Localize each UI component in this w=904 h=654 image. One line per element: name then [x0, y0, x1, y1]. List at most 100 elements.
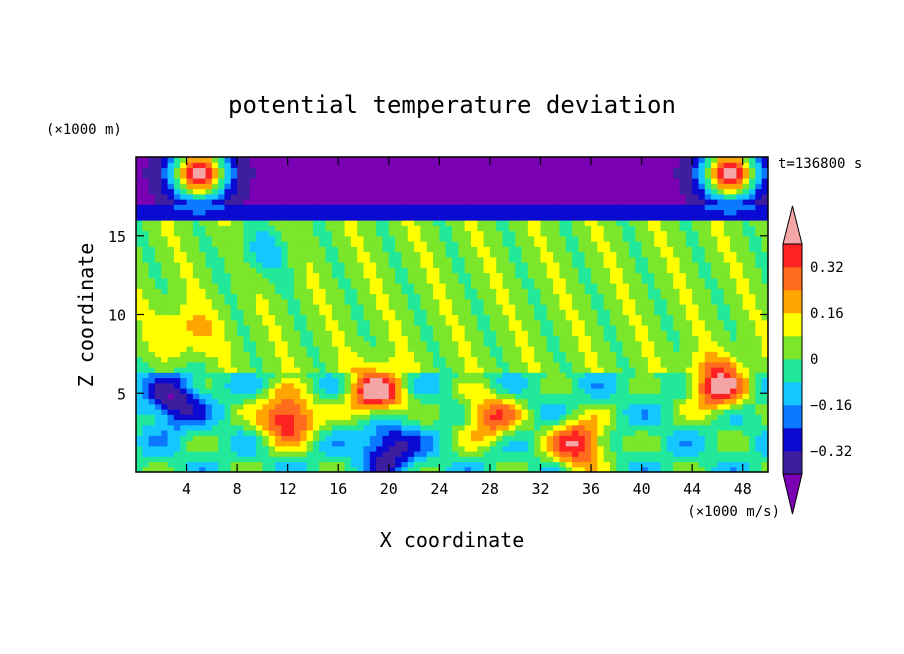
heatmap-cell — [508, 356, 516, 363]
heatmap-cell — [319, 246, 327, 253]
heatmap-cell — [230, 309, 238, 316]
heatmap-cell — [502, 419, 510, 426]
heatmap-cell — [294, 351, 301, 358]
heatmap-cell — [136, 262, 143, 268]
heatmap-cell — [262, 461, 270, 468]
heatmap-cell — [534, 466, 542, 472]
heatmap-cell — [363, 330, 371, 337]
heatmap-cell — [136, 382, 143, 389]
heatmap-cell — [180, 409, 188, 415]
heatmap-cell — [540, 430, 548, 436]
heatmap-cell — [357, 256, 365, 263]
heatmap-cell — [136, 346, 143, 352]
heatmap-cell — [256, 382, 263, 389]
heatmap-cell — [357, 288, 365, 295]
heatmap-cell — [546, 204, 554, 211]
heatmap-cell — [616, 225, 624, 232]
heatmap-cell — [502, 157, 510, 163]
heatmap-cell — [603, 256, 611, 263]
heatmap-cell — [154, 414, 162, 421]
heatmap-cell — [237, 445, 245, 452]
heatmap-cell — [230, 356, 238, 363]
heatmap-cell — [395, 356, 403, 363]
heatmap-cell — [268, 157, 276, 163]
heatmap-cell — [452, 424, 459, 431]
heatmap-cell — [647, 398, 655, 405]
heatmap-cell — [167, 178, 175, 184]
heatmap-cell — [433, 188, 440, 195]
heatmap-cell — [635, 246, 643, 253]
heatmap-cell — [464, 435, 472, 442]
heatmap-cell — [597, 267, 605, 274]
heatmap-cell — [382, 466, 390, 472]
heatmap-cell — [521, 262, 529, 268]
heatmap-cell — [268, 304, 276, 310]
heatmap-cell — [338, 377, 346, 384]
heatmap-cell — [597, 167, 605, 174]
heatmap-cell — [407, 272, 415, 279]
heatmap-cell — [483, 325, 491, 331]
heatmap-cell — [470, 172, 478, 179]
heatmap-cell — [312, 157, 320, 163]
heatmap-cell — [483, 382, 491, 389]
heatmap-cell — [186, 382, 194, 389]
heatmap-cell — [382, 451, 390, 457]
heatmap-cell — [641, 435, 649, 442]
heatmap-cell — [325, 220, 333, 226]
heatmap-cell — [363, 393, 371, 400]
heatmap-cell — [294, 267, 301, 274]
heatmap-cell — [508, 199, 516, 205]
heatmap-cell — [502, 172, 510, 179]
heatmap-cell — [306, 309, 314, 316]
heatmap-cell — [211, 225, 219, 232]
heatmap-cell — [256, 445, 263, 452]
heatmap-cell — [553, 372, 561, 379]
heatmap-cell — [647, 283, 655, 289]
heatmap-cell — [420, 388, 428, 394]
heatmap-cell — [546, 398, 554, 405]
heatmap-cell — [395, 382, 403, 389]
heatmap-cell — [376, 298, 384, 305]
heatmap-cell — [338, 288, 346, 295]
heatmap-cell — [647, 183, 655, 190]
heatmap-cell — [407, 351, 415, 358]
heatmap-cell — [527, 220, 535, 226]
heatmap-cell — [559, 325, 567, 331]
heatmap-cell — [205, 451, 213, 457]
heatmap-cell — [161, 456, 169, 463]
heatmap-cell — [401, 388, 409, 394]
heatmap-cell — [224, 398, 232, 405]
heatmap-cell — [256, 193, 263, 200]
heatmap-cell — [136, 440, 143, 447]
heatmap-cell — [205, 361, 213, 368]
heatmap-cell — [572, 340, 579, 347]
heatmap-cell — [331, 388, 339, 394]
heatmap-cell — [622, 288, 630, 295]
heatmap-cell — [300, 256, 308, 263]
heatmap-cell — [426, 178, 434, 184]
heatmap-cell — [300, 424, 308, 431]
heatmap-cell — [654, 304, 662, 310]
heatmap-cell — [540, 304, 548, 310]
heatmap-cell — [218, 414, 226, 421]
heatmap-cell — [489, 230, 497, 237]
heatmap-cell — [496, 398, 504, 405]
heatmap-cell — [319, 340, 327, 347]
heatmap-cell — [180, 178, 188, 184]
heatmap-cell — [572, 377, 579, 384]
heatmap-cell — [546, 451, 554, 457]
heatmap-cell — [281, 172, 289, 179]
heatmap-cell — [559, 246, 567, 253]
heatmap-cell — [319, 346, 327, 352]
heatmap-cell — [275, 230, 282, 237]
heatmap-cell — [458, 430, 466, 436]
heatmap-cell — [635, 157, 643, 163]
heatmap-cell — [281, 256, 289, 263]
heatmap-cell — [256, 330, 263, 337]
heatmap-cell — [401, 403, 409, 410]
heatmap-cell — [331, 230, 339, 237]
heatmap-cell — [173, 251, 181, 258]
heatmap-cell — [256, 346, 263, 352]
heatmap-cell — [458, 246, 466, 253]
heatmap-cell — [173, 167, 181, 174]
